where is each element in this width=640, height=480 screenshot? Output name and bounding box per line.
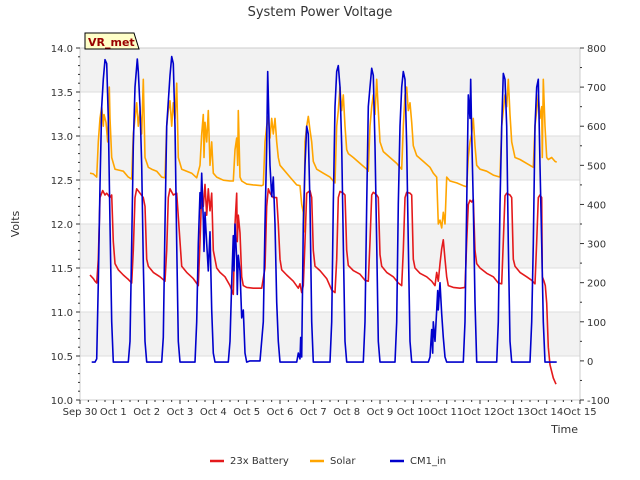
y-right-tick-label: 0 [587, 357, 593, 368]
x-tick-label: Oct 14 [530, 407, 563, 418]
x-tick-label: Oct 11 [430, 407, 463, 418]
x-tick-label: Oct 15 [563, 407, 596, 418]
y-left-tick-label: 10.0 [51, 396, 73, 407]
grid-band [80, 356, 580, 400]
x-tick-label: Oct 8 [333, 407, 360, 418]
grid-band [80, 224, 580, 268]
y-axis-left: 10.0 10.5 11.0 11.5 12.0 12.5 13.0 13.5 14.0 [51, 44, 80, 407]
y-right-tick-label: 300 [587, 240, 606, 251]
series-line-23x-battery [89, 183, 557, 385]
grid-band [80, 92, 580, 136]
legend-label: 23x Battery [230, 456, 289, 467]
x-tick-label: Oct 13 [497, 407, 530, 418]
series-line-cm1-in [91, 55, 557, 363]
y-left-tick-label: 11.5 [51, 264, 73, 275]
x-tick-label: Oct 10 [397, 407, 430, 418]
x-tick-label: Oct 3 [167, 407, 194, 418]
y-left-tick-label: 10.5 [51, 352, 73, 363]
y-left-tick-label: 11.0 [51, 308, 73, 319]
y-axis-right: -100 0 100 200 300 400 500 600 700 800 [580, 44, 610, 407]
y-right-tick-label: 600 [587, 122, 606, 133]
x-tick-label: Oct 5 [233, 407, 260, 418]
legend-label: CM1_in [410, 456, 446, 467]
annotation-label: VR_met [88, 36, 135, 49]
y-left-tick-label: 14.0 [51, 44, 73, 55]
grid-bands [80, 48, 580, 400]
grid-band [80, 48, 580, 92]
y-right-tick-label: 500 [587, 161, 606, 172]
x-tick-label: Oct 2 [133, 407, 160, 418]
x-axis-label: Time [550, 423, 578, 436]
annotation-box: VR_met [84, 32, 140, 50]
grid-band [80, 136, 580, 180]
series-lines [89, 55, 558, 385]
legend: 23x Battery Solar CM1_in [210, 456, 446, 467]
y-left-tick-label: 12.5 [51, 176, 73, 187]
annotation-shape [84, 32, 140, 50]
y-axis-label: Volts [9, 210, 22, 237]
chart-title: System Power Voltage [248, 5, 393, 20]
y-left-tick-label: 13.5 [51, 88, 73, 99]
x-tick-label: Oct 12 [463, 407, 496, 418]
y-left-tick-label: 13.0 [51, 132, 73, 143]
x-tick-label: Oct 7 [300, 407, 327, 418]
y-right-tick-label: 700 [587, 83, 606, 94]
x-tick-label: Sep 30 [63, 407, 98, 418]
y-left-tick-label: 12.0 [51, 220, 73, 231]
y-right-tick-label: 100 [587, 318, 606, 329]
x-tick-label: Oct 1 [100, 407, 127, 418]
x-tick-label: Oct 4 [200, 407, 227, 418]
y-right-tick-label: -100 [587, 396, 610, 407]
grid-band [80, 180, 580, 224]
series-line-solar [89, 78, 558, 233]
grid-lines [80, 91, 580, 357]
x-axis: Sep 30 Oct 1 Oct 2 Oct 3 Oct 4 Oct 5 Oct 6 Oct … [63, 400, 597, 418]
y-right-tick-label: 800 [587, 44, 606, 55]
y-right-tick-label: 200 [587, 279, 606, 290]
plot-area [79, 47, 581, 401]
x-tick-label: Oct 9 [367, 407, 394, 418]
y-right-tick-label: 400 [587, 200, 606, 211]
x-tick-label: Oct 6 [267, 407, 294, 418]
grid-band [80, 268, 580, 312]
legend-label: Solar [330, 456, 356, 467]
